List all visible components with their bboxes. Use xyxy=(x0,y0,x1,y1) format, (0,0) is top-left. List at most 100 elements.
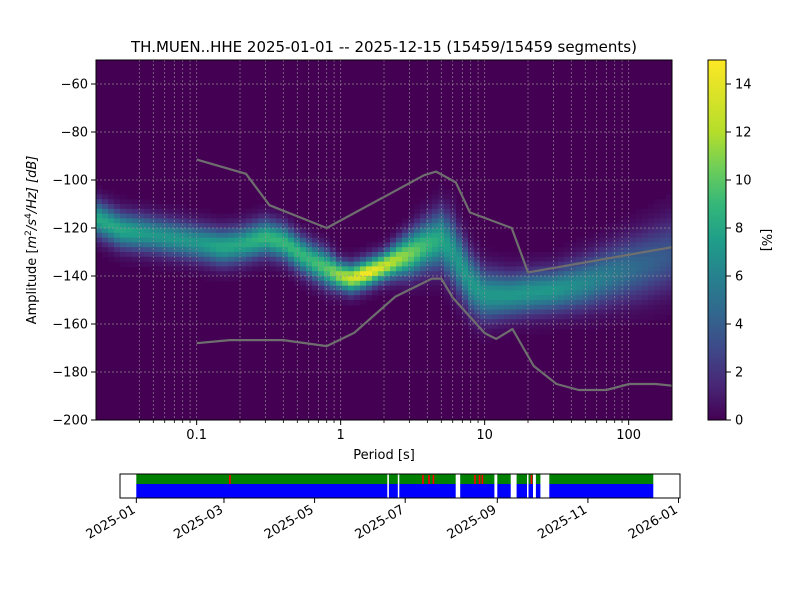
heatmap-cell xyxy=(588,304,595,311)
heatmap-cell xyxy=(588,232,595,239)
heatmap-cell xyxy=(534,295,541,301)
heatmap-cell xyxy=(240,208,247,215)
heatmap-cell xyxy=(528,319,535,325)
heatmap-cell xyxy=(282,247,289,253)
heatmap-cell xyxy=(468,247,475,253)
heatmap-cell xyxy=(336,280,343,287)
heatmap-cell xyxy=(630,256,637,263)
heatmap-cell xyxy=(144,256,151,263)
heatmap-cell xyxy=(576,271,583,277)
heatmap-cell xyxy=(378,276,385,282)
heatmap-cell xyxy=(414,252,421,258)
heatmap-cell xyxy=(636,271,643,277)
heatmap-cell xyxy=(354,285,361,291)
heatmap-cell xyxy=(132,199,139,205)
heatmap-cell xyxy=(450,204,457,210)
heatmap-cell xyxy=(168,208,175,215)
heatmap-cell xyxy=(444,242,451,248)
heatmap-cell xyxy=(504,319,511,325)
heatmap-cell xyxy=(540,304,547,311)
heatmap-cell xyxy=(204,218,211,224)
heatmap-cell xyxy=(216,261,223,267)
heatmap-cell xyxy=(270,232,277,239)
heatmap-cell xyxy=(552,256,559,263)
heatmap-cell xyxy=(342,271,349,277)
heatmap-cell xyxy=(510,252,517,258)
heatmap-cell xyxy=(642,314,649,320)
heatmap-cell xyxy=(300,252,307,258)
heatmap-cell xyxy=(588,266,595,272)
heatmap-cell xyxy=(318,256,325,263)
heatmap-cell xyxy=(642,271,649,277)
heatmap-cell xyxy=(552,271,559,277)
heatmap-cell xyxy=(498,314,505,320)
heatmap-cell xyxy=(570,324,577,330)
heatmap-cell xyxy=(666,256,672,263)
heatmap-cell xyxy=(330,300,337,306)
heatmap-cell xyxy=(516,304,523,311)
heatmap-cell xyxy=(282,242,289,248)
heatmap-cell xyxy=(534,328,541,335)
heatmap-cell xyxy=(396,276,403,282)
heatmap-cell xyxy=(108,189,115,195)
heatmap-cell xyxy=(492,285,499,291)
heatmap-cell xyxy=(510,314,517,320)
heatmap-cell xyxy=(174,256,181,263)
heatmap-cell xyxy=(360,256,367,263)
heatmap-cell xyxy=(228,271,235,277)
heatmap-cell xyxy=(408,228,415,234)
ppd-plot: 0.1 1 10 100 −60−80−100−120−140−160−180−200… xyxy=(24,59,673,463)
heatmap-cell xyxy=(522,256,529,263)
heatmap-cell xyxy=(186,228,193,234)
heatmap-cell xyxy=(126,232,133,239)
heatmap-cell xyxy=(492,266,499,272)
heatmap-cell xyxy=(276,266,283,272)
heatmap-cell xyxy=(378,290,385,296)
heatmap-cell xyxy=(540,252,547,258)
heatmap-cell xyxy=(588,280,595,287)
heatmap-cell xyxy=(312,232,319,239)
heatmap-cell xyxy=(222,271,229,277)
heatmap-cell xyxy=(666,300,672,306)
heatmap-cell xyxy=(516,309,523,315)
heatmap-cell xyxy=(408,280,415,287)
heatmap-cell xyxy=(564,319,571,325)
heatmap-cell xyxy=(336,261,343,267)
heatmap-cell xyxy=(174,218,181,224)
heatmap-cell xyxy=(132,208,139,215)
heatmap-cell xyxy=(324,252,331,258)
heatmap-cell xyxy=(450,304,457,311)
heatmap-cell xyxy=(576,256,583,263)
heatmap-cell xyxy=(420,266,427,272)
heatmap-cell xyxy=(180,204,187,210)
heatmap-cell xyxy=(264,204,271,210)
heatmap-cell xyxy=(426,223,433,229)
heatmap-cell xyxy=(570,256,577,263)
heatmap-cell xyxy=(390,256,397,263)
heatmap-cell xyxy=(108,194,115,200)
heatmap-cell xyxy=(516,271,523,277)
heatmap-cell xyxy=(624,261,631,267)
heatmap-cell xyxy=(582,280,589,287)
heatmap-cell xyxy=(156,256,163,263)
heatmap-cell xyxy=(558,295,565,301)
heatmap-cell xyxy=(654,290,661,296)
heatmap-cell xyxy=(390,266,397,272)
heatmap-cell xyxy=(612,261,619,267)
heatmap-cell xyxy=(96,189,103,195)
heatmap-cell xyxy=(294,280,301,287)
heatmap-cell xyxy=(570,304,577,311)
heatmap-cell xyxy=(444,300,451,306)
gap-marker xyxy=(428,475,430,484)
data-bar xyxy=(497,484,511,498)
heatmap-cell xyxy=(366,276,373,282)
heatmap-cell xyxy=(582,256,589,263)
heatmap-cell xyxy=(462,261,469,267)
heatmap-cell xyxy=(210,237,217,243)
heatmap-cell xyxy=(480,324,487,330)
heatmap-cell xyxy=(666,252,672,258)
heatmap-cell xyxy=(642,300,649,306)
heatmap-cell xyxy=(132,247,139,253)
heatmap-cell xyxy=(528,276,535,282)
heatmap-cell xyxy=(576,324,583,330)
